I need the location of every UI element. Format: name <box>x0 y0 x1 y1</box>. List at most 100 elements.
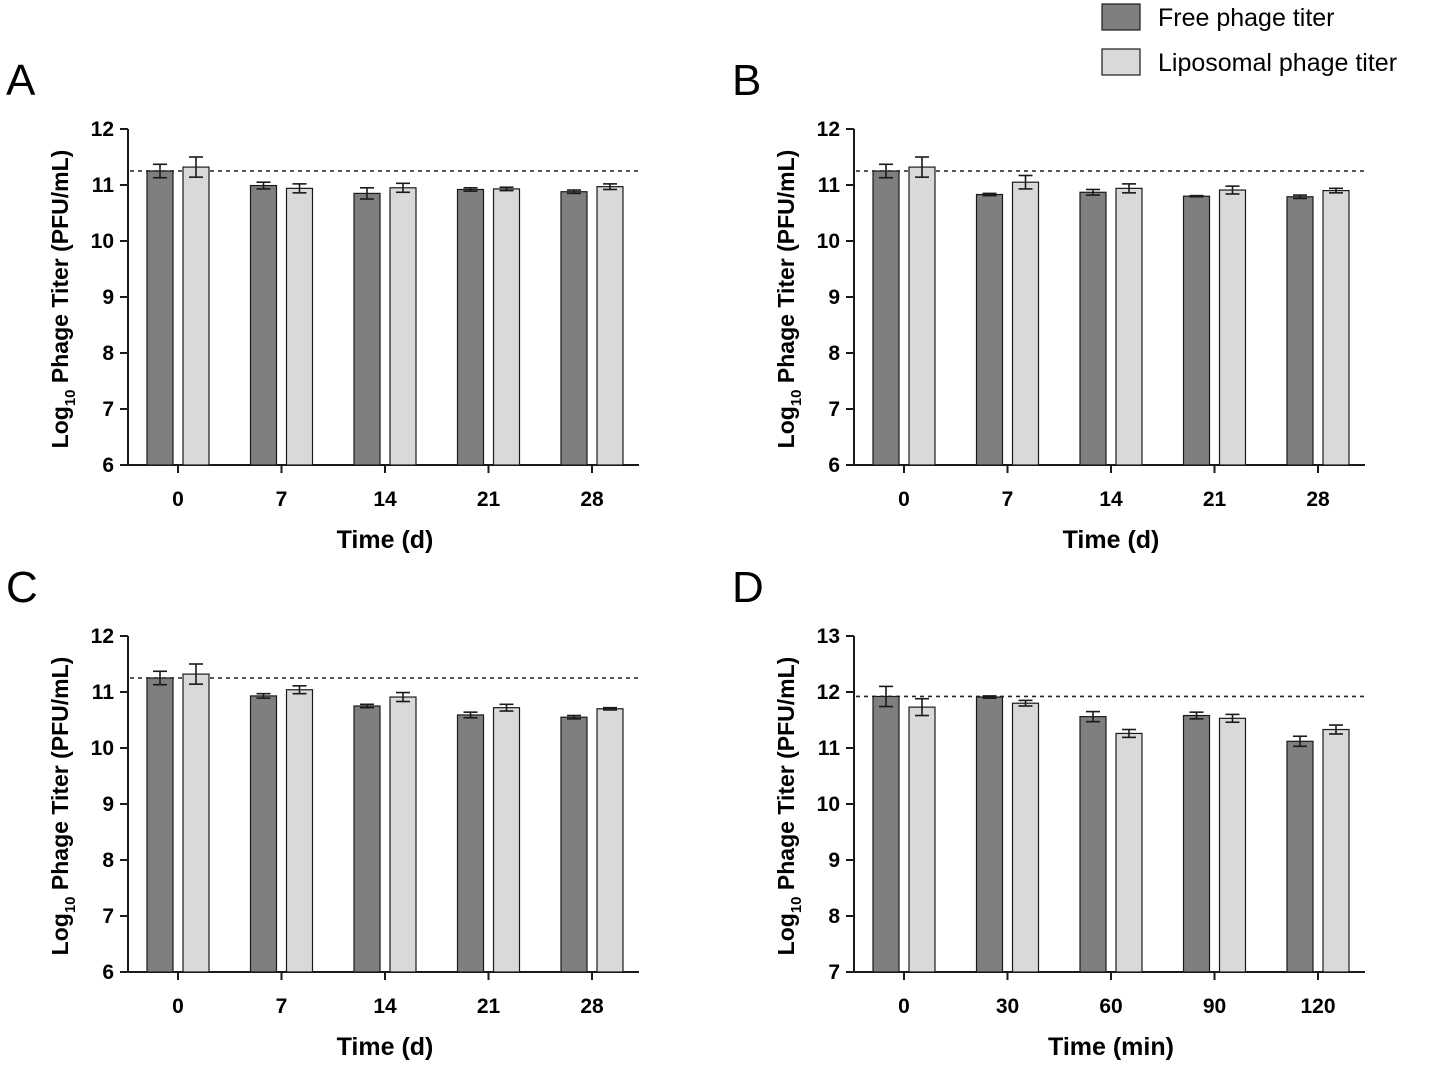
y-tick-label: 8 <box>102 342 114 365</box>
bar-liposomal <box>182 166 210 466</box>
x-tick-label: 0 <box>898 995 910 1018</box>
y-tick-label: 9 <box>828 286 840 309</box>
bar-liposomal <box>182 673 210 973</box>
x-axis-title: Time (d) <box>337 1033 434 1061</box>
y-tick-label: 13 <box>817 625 840 648</box>
x-axis-title: Time (min) <box>1048 1033 1174 1061</box>
y-tick-label: 7 <box>828 961 840 984</box>
bar-free <box>146 170 174 466</box>
panel-a: A 6 7 8 9 10 11 12 Log10 Phage Titer (PFU/mL) Tim… <box>6 56 639 554</box>
bar-liposomal <box>908 706 936 973</box>
y-axis-title: Log10 Phage Titer (PFU/mL) <box>47 657 79 956</box>
x-tick-label: 0 <box>172 995 184 1018</box>
y-tick-label: 7 <box>102 398 114 421</box>
bar-free <box>1286 740 1314 973</box>
x-tick-label: 7 <box>276 488 288 511</box>
bar-liposomal <box>1218 717 1247 973</box>
x-tick-label: 21 <box>1203 488 1227 511</box>
y-tick-label: 9 <box>102 286 114 309</box>
panels: A 6 7 8 9 10 11 12 Log10 Phage Titer (PFU/mL) Tim… <box>6 56 1365 1061</box>
bar-liposomal <box>389 187 417 466</box>
legend-label-liposomal: Liposomal phage titer <box>1158 49 1397 77</box>
bar-liposomal <box>1011 181 1040 466</box>
panel-d: D 7 8 9 10 11 12 13 Log10 Phage Titer (PFU/mL) Ti… <box>732 563 1365 1061</box>
bar-free <box>456 188 485 466</box>
bar-liposomal <box>492 707 521 973</box>
legend-swatch-free <box>1101 3 1141 31</box>
bar-free <box>249 184 278 466</box>
y-tick-label: 10 <box>817 793 840 816</box>
y-tick-label: 7 <box>102 905 114 928</box>
bar-liposomal <box>1115 187 1143 466</box>
bar-liposomal <box>908 166 936 466</box>
y-tick-label: 6 <box>102 454 114 477</box>
legend-label-free: Free phage titer <box>1158 4 1335 32</box>
bar-free <box>249 695 278 973</box>
bar-free <box>872 170 900 466</box>
bar-free <box>456 714 485 973</box>
panel-letter: C <box>6 563 38 612</box>
bar-liposomal <box>1322 728 1350 973</box>
x-tick-label: 21 <box>477 488 501 511</box>
x-tick-label: 30 <box>996 995 1019 1018</box>
x-tick-label: 21 <box>477 995 501 1018</box>
y-axis-title: Log10 Phage Titer (PFU/mL) <box>773 150 805 449</box>
bar-free <box>1182 714 1211 973</box>
panel-b: B 6 7 8 9 10 11 12 Log10 Phage Titer (PFU/mL) Tim… <box>732 56 1365 554</box>
x-tick-label: 28 <box>1306 488 1330 511</box>
y-tick-label: 8 <box>828 342 840 365</box>
bar-liposomal <box>1115 732 1143 973</box>
y-tick-label: 10 <box>817 230 840 253</box>
legend-swatch-liposomal <box>1101 48 1141 76</box>
x-tick-label: 14 <box>373 488 397 511</box>
bar-liposomal <box>389 696 417 973</box>
x-axis-title: Time (d) <box>1063 526 1160 554</box>
x-tick-label: 14 <box>373 995 397 1018</box>
bar-free <box>1286 196 1314 466</box>
bar-free <box>1182 195 1211 466</box>
y-tick-label: 12 <box>817 118 840 141</box>
y-tick-label: 12 <box>91 118 114 141</box>
x-tick-label: 60 <box>1099 995 1122 1018</box>
bar-liposomal <box>596 708 624 973</box>
y-tick-label: 10 <box>91 230 114 253</box>
panel-letter: D <box>732 563 764 612</box>
y-tick-label: 6 <box>102 961 114 984</box>
bar-liposomal <box>596 186 624 466</box>
x-tick-label: 28 <box>580 488 604 511</box>
bar-free <box>560 191 588 466</box>
bar-liposomal <box>1011 702 1040 973</box>
bar-free <box>975 696 1004 973</box>
bar-free <box>560 716 588 973</box>
y-tick-label: 8 <box>828 905 840 928</box>
y-axis-title: Log10 Phage Titer (PFU/mL) <box>47 150 79 449</box>
y-tick-label: 10 <box>91 737 114 760</box>
y-tick-label: 11 <box>818 174 841 197</box>
x-tick-label: 120 <box>1300 995 1335 1018</box>
x-tick-label: 0 <box>898 488 910 511</box>
x-tick-label: 7 <box>276 995 288 1018</box>
bar-free <box>146 677 174 973</box>
x-tick-label: 14 <box>1099 488 1123 511</box>
bar-liposomal <box>285 187 314 466</box>
y-tick-label: 11 <box>92 681 115 704</box>
bar-liposomal <box>492 188 521 466</box>
y-tick-label: 9 <box>828 849 840 872</box>
y-tick-label: 7 <box>828 398 840 421</box>
x-tick-label: 90 <box>1203 995 1226 1018</box>
y-axis-title: Log10 Phage Titer (PFU/mL) <box>773 657 805 956</box>
panel-c: C 6 7 8 9 10 11 12 Log10 Phage Titer (PFU/mL) Tim… <box>6 563 639 1061</box>
bar-free <box>1079 716 1107 973</box>
bar-liposomal <box>285 689 314 973</box>
y-tick-label: 9 <box>102 793 114 816</box>
x-tick-label: 7 <box>1002 488 1014 511</box>
panel-letter: B <box>732 56 761 105</box>
x-tick-label: 28 <box>580 995 604 1018</box>
y-tick-label: 11 <box>818 737 841 760</box>
y-tick-label: 11 <box>92 174 115 197</box>
bar-liposomal <box>1218 189 1247 466</box>
panel-letter: A <box>6 56 36 105</box>
bar-free <box>1079 191 1107 466</box>
y-tick-label: 6 <box>828 454 840 477</box>
y-tick-label: 12 <box>91 625 114 648</box>
